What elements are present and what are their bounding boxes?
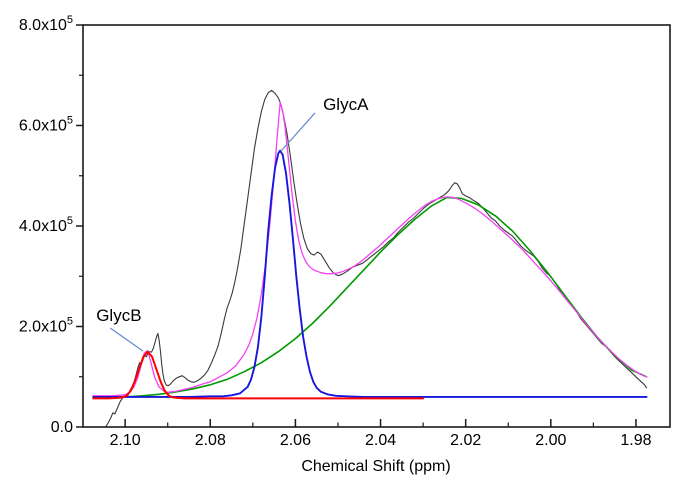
chart-generated-content: 2.10 2.08 2.06 2.04 2.02 2.00 1.98 0.0 2.0x105 4.…	[19, 14, 671, 449]
series-fit-sum	[92, 102, 648, 397]
x-tick-label: 2.08	[195, 432, 226, 449]
annotation-label-glycb: GlycB	[96, 306, 141, 325]
y-tick-label: 0.0	[51, 419, 73, 436]
y-tick-label: 4.0x105	[19, 215, 73, 235]
annotation-label-glyca: GlycA	[323, 95, 369, 114]
x-tick-label: 2.04	[365, 432, 396, 449]
series-glyca-component	[92, 149, 648, 398]
y-tick-label: 6.0x105	[19, 115, 73, 135]
plot-frame	[82, 24, 671, 428]
annotation-callout-glyca	[280, 112, 316, 152]
x-axis-title: Chemical Shift (ppm)	[301, 458, 450, 475]
x-tick-label: 2.02	[450, 432, 481, 449]
x-tick-label: 2.10	[110, 432, 141, 449]
series-broad-component	[92, 196, 648, 398]
y-tick-label: 2.0x105	[19, 316, 73, 336]
series-raw-spectrum	[105, 89, 648, 428]
series-glycb-component	[92, 350, 425, 400]
x-tick-label: 2.06	[280, 432, 311, 449]
x-tick-label: 2.00	[535, 432, 566, 449]
x-tick-label: 1.98	[620, 432, 651, 449]
y-tick-label: 8.0x105	[19, 14, 73, 34]
annotation-callout-glycb	[109, 327, 144, 352]
